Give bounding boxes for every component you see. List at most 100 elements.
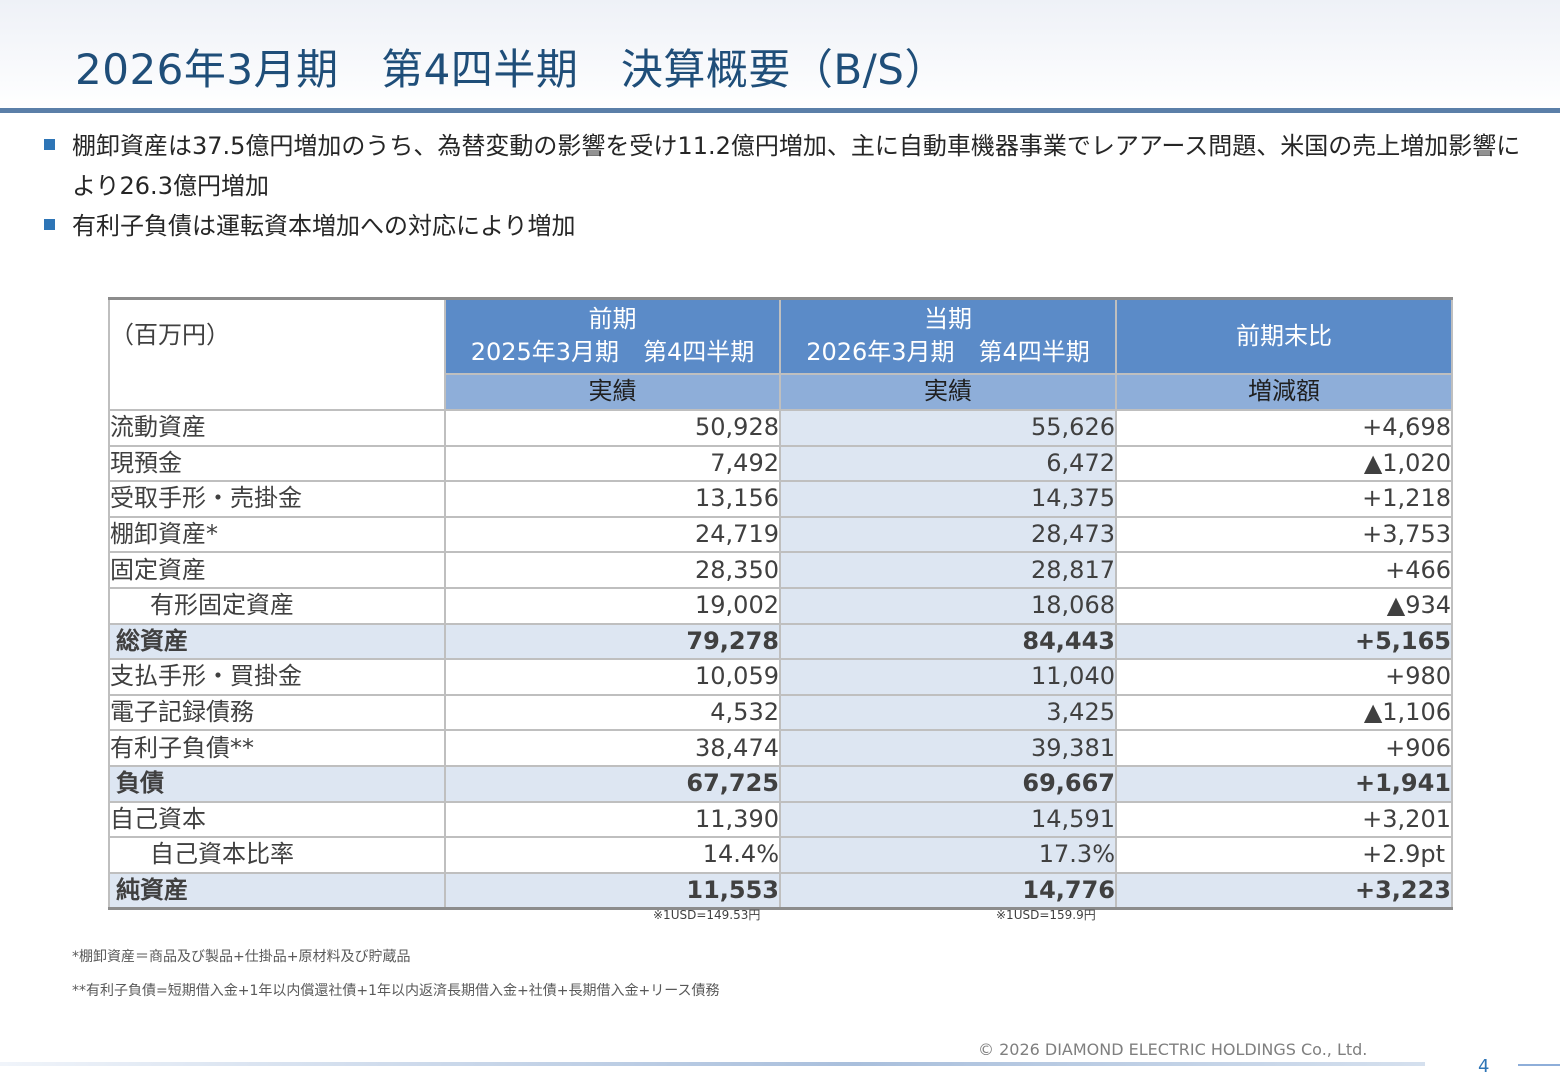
- total-row: 純資産 11,553 14,776 +3,223: [108, 871, 1453, 911]
- table-row: 固定資産 28,350 28,817 +466: [108, 551, 1453, 589]
- bullet-square-icon: [44, 139, 55, 150]
- table-row: 流動資産 50,928 55,626 +4,698: [108, 409, 1453, 447]
- total-row: 総資産 79,278 84,443 +5,165: [108, 622, 1453, 661]
- diff-value: +980: [1115, 658, 1453, 696]
- curr-period-header-line2: 2026年3月期 第4四半期: [806, 338, 1090, 367]
- prev-value: 11,390: [444, 800, 781, 839]
- title-divider: [0, 108, 1560, 113]
- page-number: 4: [1478, 1056, 1490, 1077]
- row-label: 自己資本: [108, 800, 446, 839]
- prev-value: 79,278: [444, 622, 781, 661]
- fx-rate-note-prev: ※1USD=149.53円: [653, 908, 761, 922]
- bullet-item: 棚卸資産は37.5億円増加のうち、為替変動の影響を受け11.2億円増加、主に自動…: [44, 126, 1544, 206]
- unit-label: （百万円）: [108, 297, 446, 411]
- footnote-debt: **有利子負債=短期借入金+1年以内償還社債+1年以内返済長期借入金+社債+長期…: [72, 983, 720, 999]
- prev-value: 19,002: [444, 586, 781, 625]
- summary-bullets: 棚卸資産は37.5億円増加のうち、為替変動の影響を受け11.2億円増加、主に自動…: [44, 126, 1544, 246]
- prev-value: 67,725: [444, 764, 781, 803]
- row-label: 総資産: [108, 622, 446, 661]
- row-label: 受取手形・売掛金: [108, 480, 446, 518]
- row-label: 流動資産: [108, 409, 446, 447]
- curr-period-header-line1: 当期: [924, 305, 972, 334]
- row-label: 電子記録債務: [108, 693, 446, 732]
- diff-value: +3,223: [1115, 871, 1453, 911]
- curr-value: 3,425: [779, 693, 1117, 732]
- curr-value: 55,626: [779, 409, 1117, 447]
- curr-period-header: 当期 2026年3月期 第4四半期: [779, 296, 1117, 375]
- table-row: 支払手形・買掛金 10,059 11,040 +980: [108, 658, 1453, 696]
- row-label: 固定資産: [108, 551, 446, 589]
- table-row: 受取手形・売掛金 13,156 14,375 +1,218: [108, 480, 1453, 518]
- curr-value: 28,817: [779, 551, 1117, 589]
- prev-value: 28,350: [444, 551, 781, 589]
- prev-value: 38,474: [444, 729, 781, 767]
- table-row: 電子記録債務 4,532 3,425 ▲1,106: [108, 693, 1453, 732]
- total-row: 負債 67,725 69,667 +1,941: [108, 764, 1453, 803]
- table-row: 棚卸資産* 24,719 28,473 +3,753: [108, 515, 1453, 554]
- table-row: 自己資本比率 14.4% 17.3% +2.9pt: [108, 836, 1453, 874]
- prev-period-header-line2: 2025年3月期 第4四半期: [470, 338, 755, 367]
- row-label: 純資産: [108, 871, 446, 911]
- curr-value: 18,068: [779, 586, 1117, 625]
- row-label: 現預金: [108, 444, 446, 483]
- prev-period-header: 前期 2025年3月期 第4四半期: [444, 296, 781, 375]
- prev-sub-header: 実績: [444, 372, 781, 412]
- diff-value: +906: [1115, 729, 1453, 767]
- curr-value: 28,473: [779, 515, 1117, 554]
- prev-period-header-line1: 前期: [588, 305, 637, 334]
- prev-value: 11,553: [444, 871, 781, 911]
- table-row: 有形固定資産 19,002 18,068 ▲934: [108, 586, 1453, 625]
- curr-value: 84,443: [779, 622, 1117, 661]
- bullet-item: 有利子負債は運転資本増加への対応により増加: [44, 206, 1544, 246]
- diff-value: +1,218: [1115, 480, 1453, 518]
- row-label: 支払手形・買掛金: [108, 658, 446, 696]
- diff-value: ▲1,106: [1115, 693, 1453, 732]
- footer-divider-right: [1518, 1064, 1560, 1066]
- curr-value: 39,381: [779, 729, 1117, 767]
- prev-value: 7,492: [444, 444, 781, 483]
- curr-sub-header: 実績: [779, 372, 1117, 412]
- prev-value: 4,532: [444, 693, 781, 732]
- diff-header: 前期末比: [1115, 296, 1453, 375]
- row-label: 棚卸資産*: [108, 515, 446, 554]
- diff-value: +4,698: [1115, 409, 1453, 447]
- diff-value: +3,753: [1115, 515, 1453, 554]
- table-row: 自己資本 11,390 14,591 +3,201: [108, 800, 1453, 839]
- diff-sub-header: 増減額: [1115, 372, 1453, 412]
- title-band: [0, 0, 1560, 110]
- diff-value: +1,941: [1115, 764, 1453, 803]
- prev-value: 10,059: [444, 658, 781, 696]
- curr-value: 69,667: [779, 764, 1117, 803]
- copyright-text: © 2026 DIAMOND ELECTRIC HOLDINGS Co., Lt…: [978, 1040, 1368, 1059]
- curr-value: 14,375: [779, 480, 1117, 518]
- balance-sheet-table: （百万円） 前期 2025年3月期 第4四半期 当期 2026年3月期 第4四半…: [108, 296, 1453, 911]
- diff-value: ▲1,020: [1115, 444, 1453, 483]
- curr-value: 6,472: [779, 444, 1117, 483]
- bullet-text: 棚卸資産は37.5億円増加のうち、為替変動の影響を受け11.2億円増加、主に自動…: [72, 132, 1521, 200]
- bullet-text: 有利子負債は運転資本増加への対応により増加: [72, 212, 576, 240]
- row-label: 自己資本比率: [108, 836, 446, 874]
- row-label: 有形固定資産: [108, 586, 446, 625]
- bullet-square-icon: [44, 219, 55, 230]
- curr-value: 14,591: [779, 800, 1117, 839]
- prev-value: 50,928: [444, 409, 781, 447]
- page-title: 2026年3月期 第4四半期 決算概要（B/S）: [75, 45, 947, 94]
- table-row: 有利子負債** 38,474 39,381 +906: [108, 729, 1453, 767]
- diff-value: +3,201: [1115, 800, 1453, 839]
- diff-value: ▲934: [1115, 586, 1453, 625]
- curr-value: 11,040: [779, 658, 1117, 696]
- fx-rate-note-curr: ※1USD=159.9円: [996, 908, 1096, 922]
- footer-divider: [0, 1062, 1425, 1066]
- curr-value: 14,776: [779, 871, 1117, 911]
- prev-value: 13,156: [444, 480, 781, 518]
- curr-value: 17.3%: [779, 836, 1117, 874]
- diff-value: +2.9pt: [1115, 836, 1453, 874]
- footnote-inventory: *棚卸資産＝商品及び製品+仕掛品+原材料及び貯蔵品: [72, 949, 411, 965]
- prev-value: 14.4%: [444, 836, 781, 874]
- diff-value: +5,165: [1115, 622, 1453, 661]
- row-label: 有利子負債**: [108, 729, 446, 767]
- diff-value: +466: [1115, 551, 1453, 589]
- table-row: 現預金 7,492 6,472 ▲1,020: [108, 444, 1453, 483]
- row-label: 負債: [108, 764, 446, 803]
- prev-value: 24,719: [444, 515, 781, 554]
